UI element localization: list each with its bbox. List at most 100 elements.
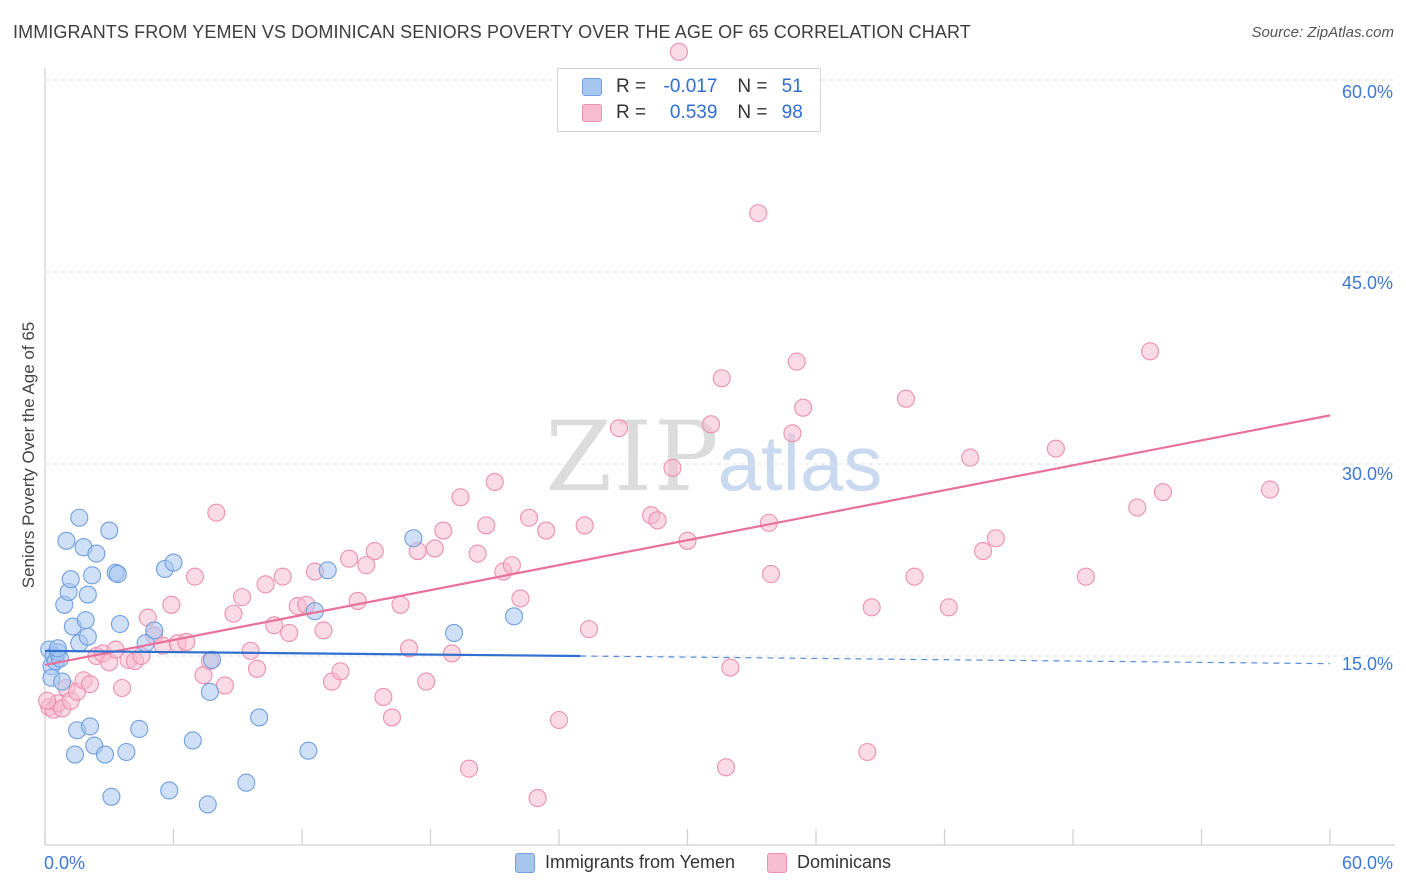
y-tick-label: 30.0% [1342, 464, 1393, 484]
yemen-point [130, 719, 149, 739]
dominicans-point [207, 503, 226, 522]
yemen-trend-line [44, 649, 581, 658]
yemen-point [445, 623, 464, 643]
yemen-point [102, 787, 121, 806]
x-tick-label-right: 60.0% [1342, 853, 1393, 873]
dominicans-point [417, 672, 436, 691]
dominicans-point [459, 759, 479, 778]
dominicans-point [451, 488, 470, 507]
x-tick-label-left: 0.0% [44, 853, 85, 873]
yemen-point [160, 781, 179, 800]
dominicans-point [905, 567, 924, 586]
legend-n-value: 51 [781, 76, 803, 97]
yemen-point [183, 731, 202, 750]
dominicans-point [1153, 483, 1172, 502]
yemen-point [48, 639, 67, 658]
yemen-point [198, 795, 217, 814]
dominicans-point [442, 644, 461, 663]
dominicans-point [663, 458, 682, 477]
dominicans-point [485, 472, 504, 491]
legend-swatch-yemen [582, 78, 602, 96]
dominicans-point [348, 591, 367, 611]
dominicans-point [331, 662, 350, 681]
dominicans-point [382, 708, 402, 727]
legend-r-label: R = [616, 76, 647, 97]
yemen-point [299, 741, 318, 760]
series-legend-yemen[interactable]: Immigrants from Yemen [514, 852, 736, 873]
legend-row-dominicans: R = 0.539 N = 98 [582, 101, 803, 125]
dominicans-point [1260, 480, 1280, 499]
dominicans-point [1128, 498, 1147, 517]
dominicans-point [716, 758, 736, 777]
yemen-point [65, 745, 85, 764]
dominicans-point [391, 595, 410, 614]
dominicans-point [549, 710, 569, 730]
yemen-point [117, 742, 136, 762]
dominicans-point [575, 516, 594, 535]
dominicans-point [80, 675, 100, 694]
dominicans-point [648, 511, 667, 530]
dominicans-point [357, 556, 376, 575]
dominicans-point [702, 415, 721, 434]
source-label: Source: ZipAtlas.com [1251, 24, 1394, 41]
watermark-zip: ZIP [545, 401, 720, 513]
dominicans-point [537, 521, 556, 540]
dominicans-point [721, 658, 740, 677]
yemen-point [95, 745, 115, 764]
dominicans-point [669, 42, 688, 61]
legend-n-label: N = [737, 102, 768, 123]
dominicans-point [986, 529, 1005, 548]
dominicans-point [961, 448, 980, 467]
legend-r-value: -0.017 [663, 76, 718, 97]
yemen-point [61, 570, 80, 589]
dominicans-point [425, 539, 444, 558]
series-label-yemen: Immigrants from Yemen [544, 852, 736, 872]
y-tick-label: 15.0% [1342, 654, 1393, 674]
dominicans-point [528, 789, 547, 808]
dominicans-point [502, 556, 521, 575]
yemen-point [145, 621, 164, 640]
dominicans-point [783, 424, 802, 443]
dominicans-point [794, 398, 813, 417]
correlation-legend: R = -0.017 N = 51 R = 0.539 N = 98 [557, 68, 821, 132]
dominicans-point [256, 575, 275, 594]
dominicans-point [247, 659, 267, 678]
dominicans-point [38, 691, 57, 710]
yemen-point [237, 773, 256, 792]
yemen-point [76, 611, 95, 630]
dominicans-point [241, 641, 260, 660]
dominicans-point [340, 549, 359, 568]
dominicans-point [468, 544, 487, 563]
legend-row-yemen: R = -0.017 N = 51 [582, 75, 803, 99]
yemen-point [70, 508, 89, 527]
dominicans-point [215, 676, 234, 695]
yemen-point [80, 717, 100, 736]
dominicans-point [1076, 567, 1095, 586]
dominicans-point [400, 639, 419, 658]
series-label-dominicans: Dominicans [797, 852, 892, 872]
dominicans-point [761, 565, 781, 584]
yemen-point [57, 531, 76, 550]
yemen-point [83, 566, 102, 585]
dominicans-point [314, 621, 333, 640]
yemen-point [504, 607, 524, 626]
dominicans-point [519, 508, 539, 527]
dominicans-point [939, 598, 958, 617]
yemen-point [87, 544, 106, 563]
y-tick-label: 60.0% [1342, 82, 1393, 102]
tick-labels: 15.0% 30.0% 45.0% 60.0% 0.0% 60.0% [44, 82, 1393, 873]
yemen-point [250, 708, 269, 727]
legend-n-value: 98 [781, 102, 803, 123]
dominicans-point [712, 369, 731, 388]
dominicans-point [1046, 439, 1065, 458]
series-swatch-dominicans [767, 852, 788, 873]
yemen-point [78, 627, 97, 646]
dominicans-point [232, 588, 252, 607]
dominicans-point [374, 687, 393, 707]
trend-lines [44, 414, 1331, 667]
series-legend-dominicans[interactable]: Dominicans [767, 852, 891, 873]
axes [44, 68, 1395, 846]
dominicans-point [434, 521, 453, 540]
dominicans-point [973, 541, 993, 561]
